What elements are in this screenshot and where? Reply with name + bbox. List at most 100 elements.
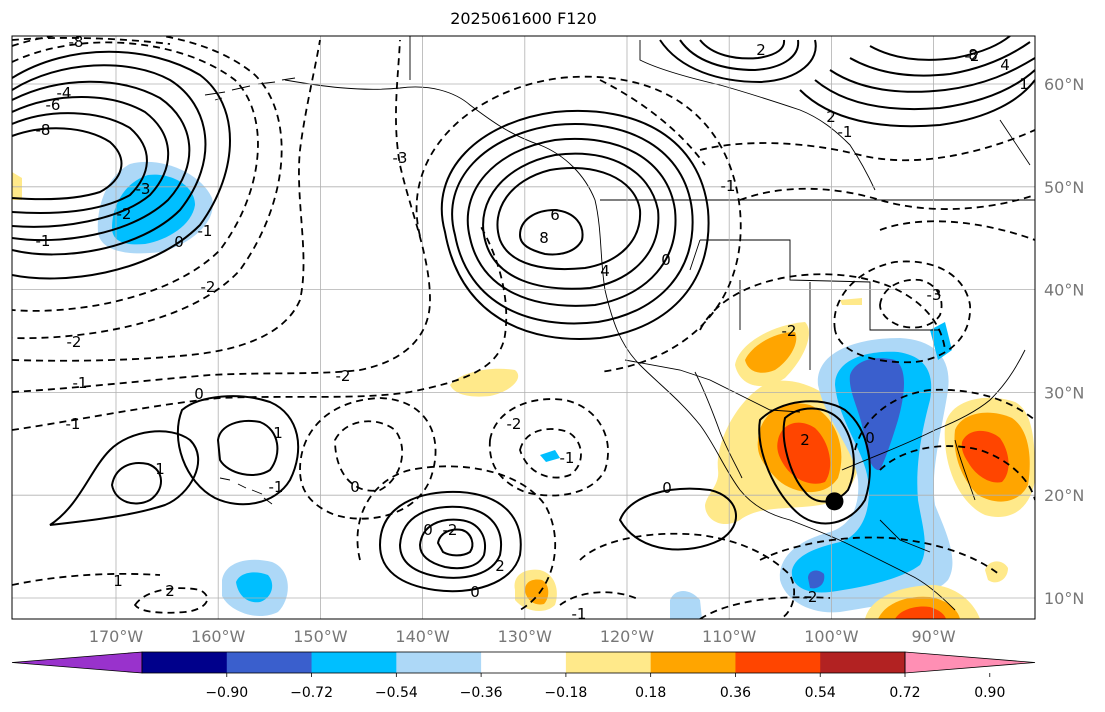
contour-label: 0 [194, 385, 204, 403]
contour-line [829, 57, 1035, 93]
contour-line [518, 208, 584, 256]
contour-line [12, 39, 321, 362]
contour-line [879, 278, 943, 329]
contour-line [12, 39, 431, 393]
colorbar-swatch [735, 652, 821, 673]
colorbar-swatch [481, 652, 567, 673]
contour-line [12, 224, 508, 431]
contour-line [12, 37, 171, 45]
contour-line [482, 152, 660, 290]
lat-tick-label: 30°N [1044, 383, 1084, 402]
contour-line [356, 465, 557, 611]
lon-tick-label: 120°W [600, 627, 655, 646]
lon-tick-label: 170°W [89, 627, 144, 646]
contour-label: 0 [865, 429, 875, 447]
contour-line [879, 445, 1035, 501]
contour-line [466, 138, 677, 307]
colorbar-swatch [311, 652, 397, 673]
contour-line [679, 39, 800, 72]
lon-tick-label: 110°W [702, 627, 757, 646]
contour-label: -3 [393, 149, 408, 167]
contour-line [436, 528, 474, 557]
contour-label: 2 [165, 582, 175, 600]
contour-line [759, 536, 1001, 576]
contour-label: 8 [539, 229, 549, 247]
contour-label: -2 [201, 278, 216, 296]
colorbar-swatch [226, 652, 313, 673]
lat-labels: 60°N 50°N 40°N 30°N 20°N 10°N [1044, 75, 1084, 608]
contour-line [415, 75, 742, 373]
colorbar-tick-label: 0.72 [889, 685, 920, 701]
contour-line [739, 187, 1035, 210]
contour-label: 4 [1000, 56, 1010, 74]
coastline [999, 119, 1031, 166]
negative-anomaly-region [540, 450, 560, 462]
shading-layer [12, 161, 1035, 619]
contour-label: 1 [155, 460, 165, 478]
contour-line [854, 388, 1035, 451]
contour-label: -1 [269, 478, 284, 496]
lon-tick-label: 90°W [912, 627, 956, 646]
border [879, 519, 931, 553]
positive-anomaly-region [961, 430, 1009, 483]
map-frame [11, 35, 1036, 620]
colorbar: −0.90 −0.72 −0.54 −0.36 −0.18 0.18 0.36 0.54 0.7… [11, 651, 1036, 701]
contour-line [12, 127, 123, 201]
lat-tick-label: 20°N [1044, 486, 1084, 505]
contour-label: -1 [838, 123, 853, 141]
colorbar-tick-label: 0.90 [974, 685, 1005, 701]
contour-line [833, 260, 971, 364]
contour-label: 6 [550, 206, 560, 224]
contour-line [299, 397, 437, 520]
contour-line [12, 36, 283, 340]
contour-label: 4 [600, 262, 610, 280]
contour-line [49, 430, 200, 526]
negative-anomaly-region [930, 322, 952, 360]
contour-line [12, 64, 207, 256]
contour-label-layer: -8-4-6-8-3-2-1 0-1-2-2-10-1-1110-202210-1… [36, 33, 1029, 619]
contour-label: -2 [782, 322, 797, 340]
colorbar-tick-label: −0.18 [544, 685, 587, 701]
colorbar-swatch [650, 652, 736, 673]
contour-label: -8 [69, 33, 84, 51]
negative-anomaly-region [670, 591, 702, 619]
contour-label: 0 [661, 251, 671, 269]
contour-line [849, 41, 1031, 77]
contour-line [699, 273, 946, 351]
contour-label: 2 [756, 41, 766, 59]
colorbar-tick-label: −0.36 [460, 685, 503, 701]
contour-label: -4 [57, 84, 72, 102]
lon-labels: 170°W 160°W 150°W 140°W 130°W 120°W 110°W 100°W… [89, 627, 956, 646]
lon-tick-label: 100°W [804, 627, 859, 646]
contour-line [12, 572, 161, 586]
contour-label: -1 [36, 232, 51, 250]
colorbar-tick-label: −0.90 [205, 685, 248, 701]
contour-line [799, 79, 1035, 128]
contour-label: 1 [1019, 75, 1029, 93]
lon-tick-label: 160°W [191, 627, 246, 646]
lon-tick-label: 150°W [293, 627, 348, 646]
lon-tick-label: 140°W [395, 627, 450, 646]
contour-line [451, 123, 694, 325]
colorbar-tick-label: 0.36 [720, 685, 751, 701]
contour-line [176, 395, 300, 506]
colorbar-swatch [565, 652, 652, 673]
contour-line [699, 39, 786, 60]
lat-tick-label: 10°N [1044, 589, 1084, 608]
contour-line [110, 462, 162, 505]
coastline [694, 371, 743, 479]
colorbar-extend-high [904, 651, 1036, 674]
map-title: 2025061600 F120 [450, 9, 597, 28]
contour-layer [12, 36, 1035, 619]
contour-label: 2 [826, 108, 836, 126]
colorbar-tick-label: −0.72 [290, 685, 333, 701]
contour-label: -1 [721, 177, 736, 195]
contour-label: 0 [662, 479, 672, 497]
contour-line [814, 69, 1035, 111]
contour-label: -1 [73, 374, 88, 392]
contour-line [699, 129, 1035, 162]
contour-line [334, 420, 404, 492]
location-marker [825, 492, 844, 511]
contour-label: 1 [273, 424, 283, 442]
